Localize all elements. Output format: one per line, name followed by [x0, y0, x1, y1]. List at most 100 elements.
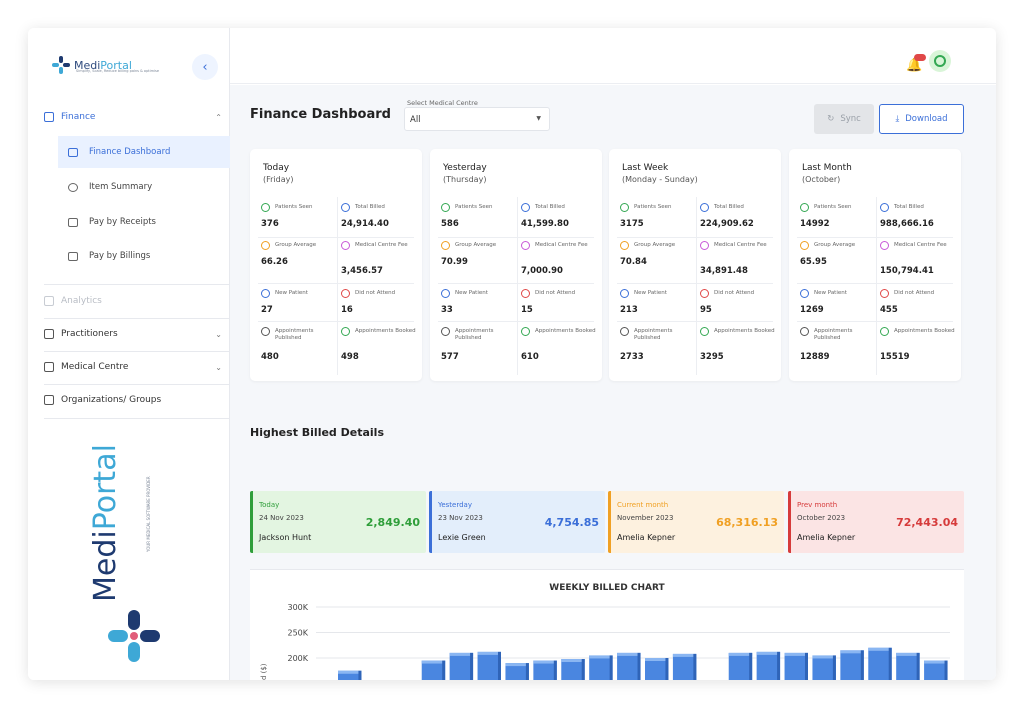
highest-billed-card[interactable]: Today 24 Nov 2023 Jackson Hunt 2,849.40: [250, 491, 426, 553]
stat-label: Appointments Booked: [714, 328, 775, 334]
stat-label: Appointments Booked: [355, 328, 416, 334]
stat-label: Appointments Booked: [894, 328, 955, 334]
brand-name-b: Portal: [88, 444, 123, 531]
chart-bar[interactable]: [477, 651, 501, 680]
nav-analytics-label: Analytics: [61, 296, 102, 306]
bar-top: [868, 647, 892, 651]
stat-value: 577: [441, 352, 459, 362]
chart-bar[interactable]: [617, 652, 641, 680]
chart-bar[interactable]: [924, 660, 948, 680]
chart-bar[interactable]: [672, 653, 697, 680]
logo-text: MediPortal: [74, 59, 132, 72]
patients-seen-icon: [620, 203, 629, 212]
divider: [44, 284, 230, 285]
bar-side: [665, 658, 669, 680]
divider: [517, 197, 518, 375]
stat-group-average: Group Average 66.26: [261, 241, 341, 281]
chart-bar[interactable]: [645, 658, 669, 680]
card-label: Today: [259, 501, 280, 509]
stat-value: 70.84: [620, 257, 647, 267]
nav-medical-centre[interactable]: Medical Centre ⌄: [44, 362, 230, 372]
stat-label: Total Billed: [535, 204, 565, 210]
chart-bar[interactable]: [533, 660, 557, 680]
avatar[interactable]: [929, 50, 951, 72]
stat-label: Did not Attend: [714, 290, 755, 296]
collapse-sidebar-button[interactable]: ‹: [192, 54, 218, 80]
nav-finance[interactable]: Finance ⌃: [44, 112, 230, 122]
brand-vertical-logo: MediPortal: [88, 444, 123, 602]
stat-value: 455: [880, 305, 898, 315]
stat-label: Group Average: [455, 242, 497, 248]
patients-seen-icon: [261, 203, 270, 212]
appointments-published-icon: [261, 327, 270, 336]
weekly-billed-chart: WEEKLY BILLED CHART 300K 250K 200K 150K Bill…: [250, 569, 964, 680]
sidebar-item-pay-by-receipts[interactable]: Pay by Receipts: [58, 206, 230, 238]
nav-analytics[interactable]: Analytics: [44, 296, 230, 306]
chart-bar[interactable]: [812, 655, 836, 680]
patients-seen-icon: [441, 203, 450, 212]
chart-bar[interactable]: [840, 650, 864, 680]
chart-bar[interactable]: [589, 655, 613, 680]
sidebar-item-item-summary[interactable]: Item Summary: [58, 171, 230, 203]
bar-top: [617, 652, 641, 656]
stat-value: 3295: [700, 352, 724, 362]
card-name: Lexie Green: [438, 533, 486, 542]
medical-centre-fee-icon: [341, 241, 350, 250]
stat-value: 34,891.48: [700, 266, 748, 276]
sidebar-item-finance-dashboard[interactable]: Finance Dashboard: [58, 136, 230, 168]
chart-bar[interactable]: [449, 652, 474, 680]
chart-bar[interactable]: [756, 651, 781, 680]
main-content: Finance Dashboard Select Medical Centre …: [230, 85, 996, 680]
highest-billed-card[interactable]: Prev month October 2023 Amelia Kepner 72,44…: [788, 491, 964, 553]
brand-name-a: Medi: [88, 530, 123, 602]
bar-top: [477, 651, 501, 655]
chart-bar[interactable]: [561, 659, 585, 680]
period-title: Today: [263, 163, 290, 173]
stat-patients-seen: Patients Seen 14992: [800, 203, 880, 243]
bell-icon[interactable]: 🔔: [906, 58, 923, 73]
bar-face: [533, 660, 557, 680]
divider: [797, 283, 953, 284]
stat-new-patient: New Patient 213: [620, 289, 700, 329]
stat-value: 480: [261, 352, 279, 362]
stat-new-patient: New Patient 1269: [800, 289, 880, 329]
chart-bar[interactable]: [896, 652, 920, 680]
medical-centre-select[interactable]: All ▼: [404, 107, 550, 131]
chart-bar[interactable]: [868, 647, 892, 680]
bar-face: [924, 660, 948, 680]
total-billed-icon: [521, 203, 530, 212]
card-label: Yesterday: [438, 501, 472, 509]
stat-label: Patients Seen: [634, 204, 672, 210]
stat-medical-centre-fee: Medical Centre Fee 3,456.57: [341, 241, 421, 281]
bank-icon: [44, 112, 54, 122]
stat-label: Appointments Booked: [535, 328, 596, 334]
stat-value: 95: [700, 305, 712, 315]
stat-label: Group Average: [634, 242, 676, 248]
bar-side: [609, 655, 613, 680]
stat-total-billed: Total Billed 24,914.40: [341, 203, 421, 243]
highest-billed-card[interactable]: Current month November 2023 Amelia Kepner 6…: [608, 491, 784, 553]
card-date: November 2023: [617, 514, 674, 522]
sidebar-item-pay-by-billings[interactable]: Pay by Billings: [58, 240, 230, 272]
sync-button[interactable]: ↻ Sync: [814, 104, 874, 134]
total-billed-icon: [341, 203, 350, 212]
logo[interactable]: MediPortal: [52, 56, 132, 74]
bar-top: [338, 670, 362, 674]
divider: [797, 321, 953, 322]
download-button[interactable]: ⤓ Download: [879, 104, 964, 134]
nav-organizations[interactable]: Organizations/ Groups: [44, 395, 230, 405]
highest-billed-card[interactable]: Yesterday 23 Nov 2023 Lexie Green 4,754.85: [429, 491, 605, 553]
nav-practitioners[interactable]: Practitioners ⌄: [44, 329, 230, 339]
chart-bar[interactable]: [728, 652, 753, 680]
chart-bar[interactable]: [338, 670, 362, 680]
stat-appointments-booked: Appointments Booked 3295: [700, 327, 780, 367]
stat-value: 988,666.16: [880, 219, 934, 229]
medical-centre-fee-icon: [880, 241, 889, 250]
bar-top: [896, 652, 920, 656]
download-icon: ⤓: [895, 114, 900, 124]
chart-bar[interactable]: [421, 660, 446, 680]
stat-value: 12889: [800, 352, 830, 362]
chart-bar[interactable]: [505, 663, 529, 680]
period-title: Yesterday: [443, 163, 487, 173]
chart-bar[interactable]: [784, 652, 808, 680]
